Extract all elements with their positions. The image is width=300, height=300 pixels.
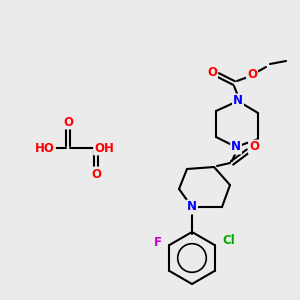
Text: F: F — [154, 236, 161, 250]
Text: O: O — [63, 116, 73, 128]
Text: HO: HO — [35, 142, 55, 154]
Text: O: O — [207, 67, 217, 80]
Text: O: O — [247, 68, 257, 82]
Text: O: O — [249, 140, 259, 154]
Text: N: N — [231, 140, 241, 154]
Text: N: N — [233, 94, 243, 107]
Text: OH: OH — [94, 142, 114, 154]
Text: N: N — [187, 200, 197, 214]
Text: Cl: Cl — [222, 233, 235, 247]
Text: O: O — [91, 167, 101, 181]
